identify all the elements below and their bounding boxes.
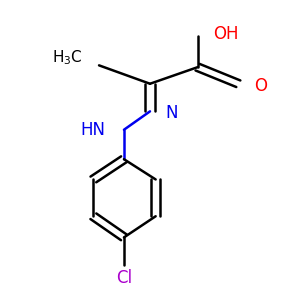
Text: H$_3$C: H$_3$C <box>52 49 83 67</box>
Text: Cl: Cl <box>116 269 132 287</box>
Text: O: O <box>254 76 267 94</box>
Text: HN: HN <box>81 121 106 139</box>
Text: OH: OH <box>213 25 239 43</box>
Text: N: N <box>166 104 178 122</box>
